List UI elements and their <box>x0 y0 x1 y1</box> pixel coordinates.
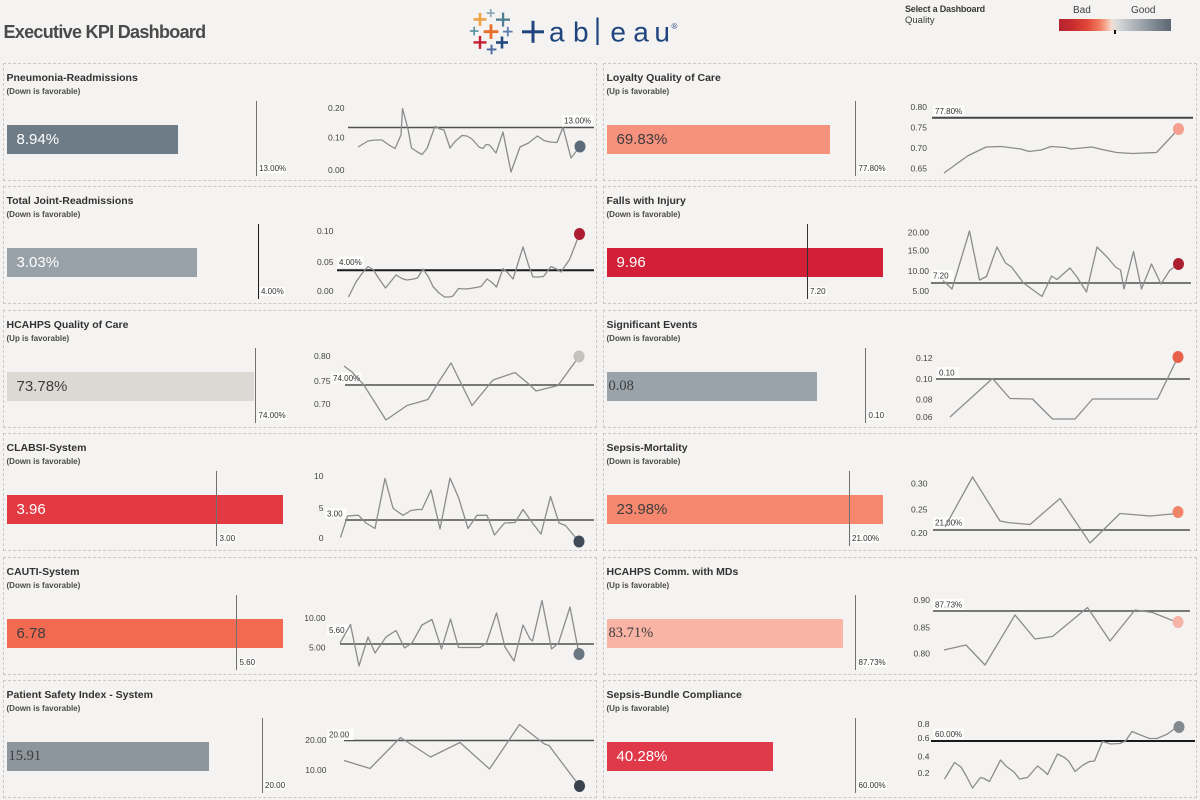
svg-text:a: a <box>549 17 565 48</box>
svg-text:0.80: 0.80 <box>910 102 927 112</box>
svg-text:0.6: 0.6 <box>918 733 930 743</box>
svg-text:7.20: 7.20 <box>933 272 949 281</box>
svg-text:0.80: 0.80 <box>314 351 331 361</box>
svg-text:20.00: 20.00 <box>908 228 930 238</box>
svg-text:a: a <box>633 17 649 48</box>
svg-text:0.05: 0.05 <box>317 257 334 267</box>
svg-text:0.00: 0.00 <box>328 165 345 175</box>
svg-text:15.00: 15.00 <box>908 246 930 256</box>
svg-text:0.12: 0.12 <box>916 353 933 363</box>
svg-text:87.73%: 87.73% <box>935 601 962 610</box>
svg-text:0.70: 0.70 <box>910 143 927 153</box>
svg-text:0.30: 0.30 <box>911 479 928 489</box>
svg-text:0.8: 0.8 <box>918 719 930 729</box>
svg-text:10.00: 10.00 <box>908 266 930 276</box>
svg-text:5: 5 <box>319 503 324 513</box>
svg-text:5.60: 5.60 <box>329 626 345 635</box>
svg-text:®: ® <box>672 22 678 31</box>
svg-text:0.65: 0.65 <box>910 164 927 174</box>
svg-text:0.4: 0.4 <box>918 752 930 762</box>
svg-text:77.80%: 77.80% <box>935 107 962 116</box>
svg-text:0.80: 0.80 <box>913 649 930 659</box>
svg-text:0.10: 0.10 <box>328 133 345 143</box>
svg-text:0.20: 0.20 <box>911 528 928 538</box>
svg-text:b: b <box>573 17 589 48</box>
svg-text:0.06: 0.06 <box>916 412 933 422</box>
svg-text:20.00: 20.00 <box>329 731 350 740</box>
svg-text:0.08: 0.08 <box>916 395 933 405</box>
svg-text:60.00%: 60.00% <box>935 730 962 739</box>
svg-text:21.00%: 21.00% <box>935 519 962 528</box>
svg-text:0.90: 0.90 <box>913 595 930 605</box>
svg-text:0.10: 0.10 <box>939 369 955 378</box>
svg-text:5.00: 5.00 <box>912 286 929 296</box>
svg-text:0.00: 0.00 <box>317 286 334 296</box>
svg-text:0.85: 0.85 <box>913 623 930 633</box>
svg-text:3.00: 3.00 <box>327 510 343 519</box>
svg-text:0.70: 0.70 <box>314 399 331 409</box>
svg-text:20.00: 20.00 <box>305 735 327 745</box>
svg-text:0.75: 0.75 <box>910 123 927 133</box>
svg-text:13.00%: 13.00% <box>564 117 591 126</box>
svg-text:0: 0 <box>319 533 324 543</box>
svg-text:10: 10 <box>314 471 324 481</box>
svg-text:0.10: 0.10 <box>317 226 334 236</box>
svg-text:10.00: 10.00 <box>305 765 327 775</box>
svg-text:u: u <box>654 17 670 48</box>
svg-text:10.00: 10.00 <box>304 613 326 623</box>
svg-text:0.25: 0.25 <box>911 505 928 515</box>
svg-text:0.10: 0.10 <box>916 374 933 384</box>
svg-text:0.20: 0.20 <box>328 103 345 113</box>
svg-text:e: e <box>610 17 626 48</box>
svg-text:74.00%: 74.00% <box>333 374 360 383</box>
svg-text:0.75: 0.75 <box>314 376 331 386</box>
svg-text:0.2: 0.2 <box>918 768 930 778</box>
svg-text:5.00: 5.00 <box>309 643 326 653</box>
svg-text:4.00%: 4.00% <box>339 258 362 267</box>
